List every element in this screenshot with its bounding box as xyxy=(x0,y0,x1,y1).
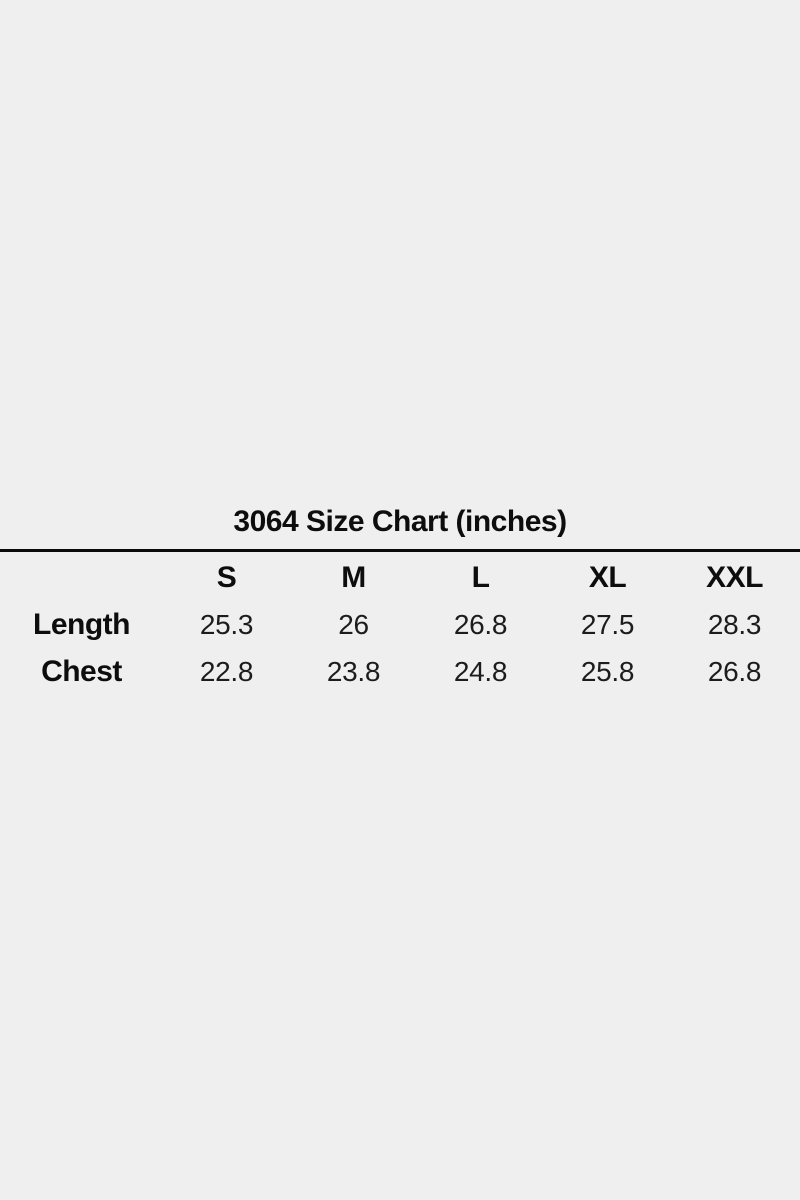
table-row-length: Length 25.3 26 26.8 27.5 28.3 xyxy=(0,601,798,648)
length-l: 26.8 xyxy=(453,608,508,640)
header-size-xxl: XXL xyxy=(706,560,763,594)
length-xxl: 28.3 xyxy=(707,608,762,640)
header-empty xyxy=(0,554,163,601)
chest-s: 22.8 xyxy=(199,655,254,687)
header-size-xl: XL xyxy=(588,560,627,594)
size-chart-table: S M L XL XXL Length 25.3 26 26.8 27.5 28… xyxy=(0,554,798,695)
chest-l: 24.8 xyxy=(453,655,508,687)
chest-xxl: 26.8 xyxy=(707,655,762,687)
header-row: S M L XL XXL xyxy=(0,554,798,601)
size-chart: 3064 Size Chart (inches) S M L XL XXL Le… xyxy=(0,505,800,695)
length-m: 26 xyxy=(338,608,369,640)
table-row-chest: Chest 22.8 23.8 24.8 25.8 26.8 xyxy=(0,648,798,695)
size-chart-title: 3064 Size Chart (inches) xyxy=(233,505,567,538)
row-label-length: Length xyxy=(33,607,130,641)
header-size-m: M xyxy=(341,560,366,594)
header-size-l: L xyxy=(471,560,490,594)
chest-m: 23.8 xyxy=(326,655,381,687)
row-label-chest: Chest xyxy=(41,654,122,688)
length-s: 25.3 xyxy=(199,608,254,640)
length-xl: 27.5 xyxy=(580,608,635,640)
title-divider xyxy=(0,549,800,552)
header-size-s: S xyxy=(216,560,237,594)
chest-xl: 25.8 xyxy=(580,655,635,687)
